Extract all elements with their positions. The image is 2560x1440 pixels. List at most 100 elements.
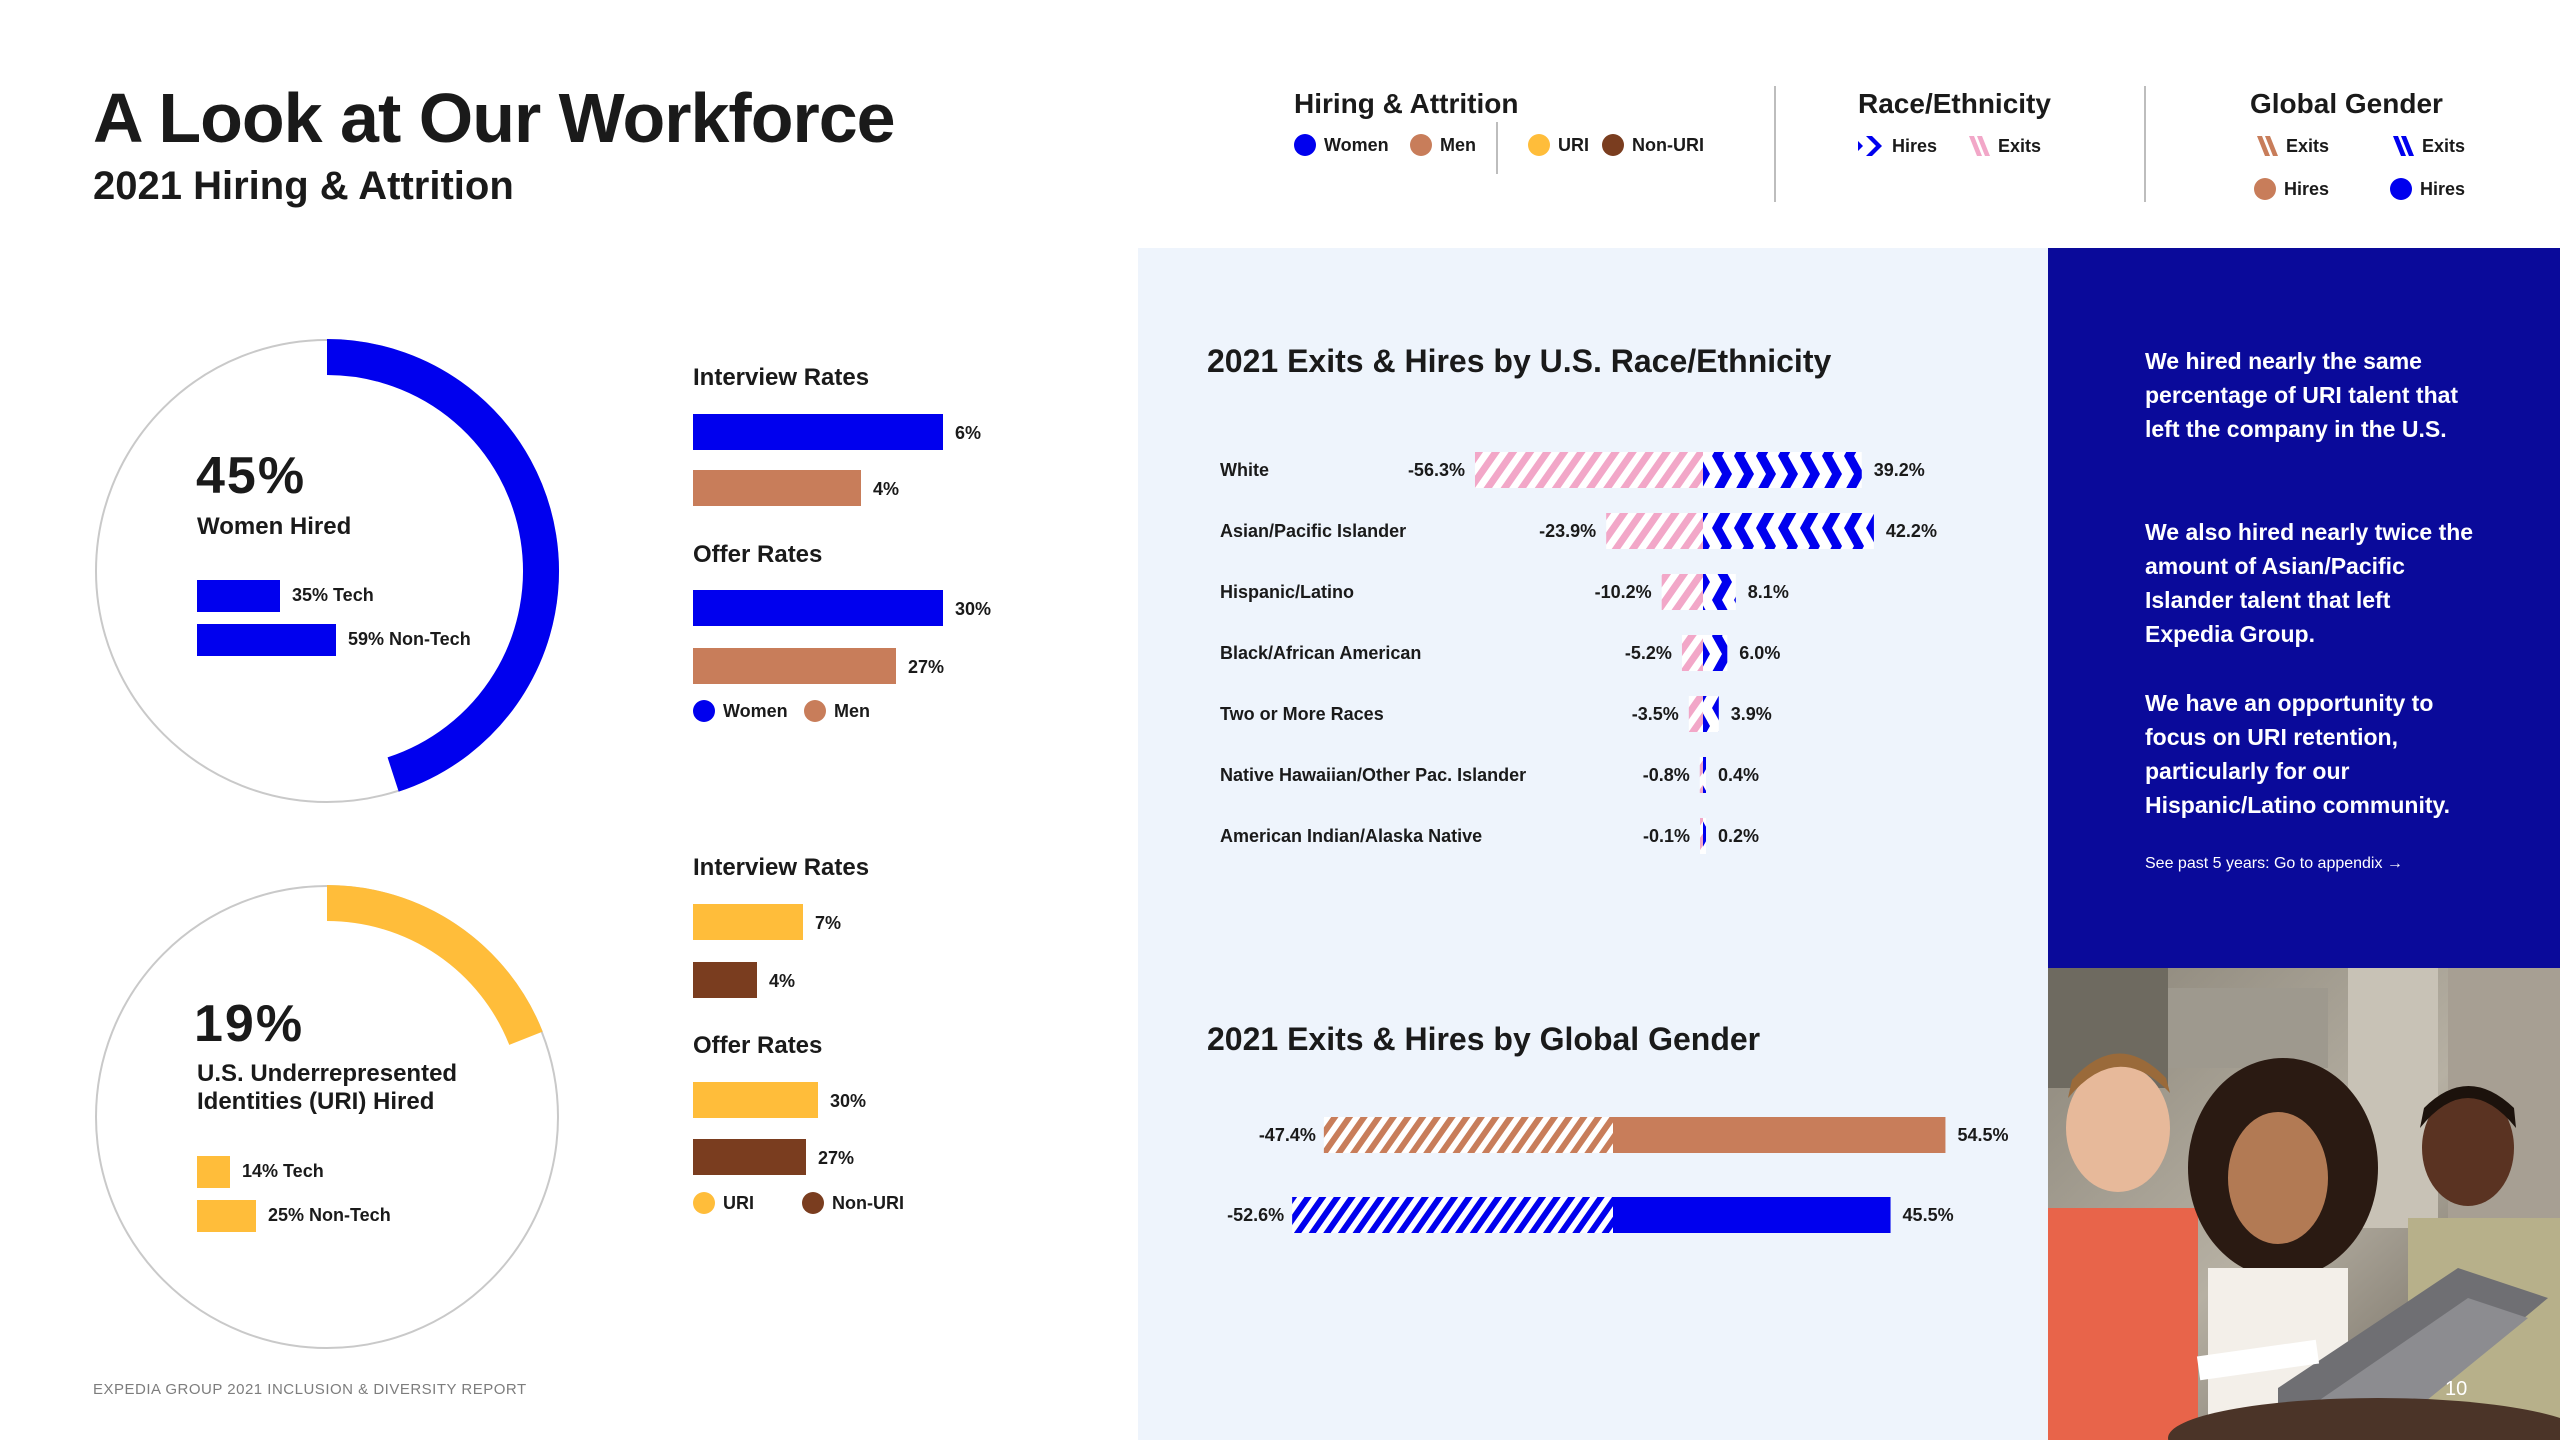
page-title: A Look at Our Workforce [93, 79, 896, 157]
women-hired-percent: 45% [196, 447, 307, 505]
race-exits-bar [1474, 452, 1703, 488]
race-hires-value: 6.0% [1739, 643, 1780, 663]
women-donut-chart [95, 339, 559, 803]
legend-nonuri-label: Non-URI [1632, 134, 1704, 155]
legend-uri: URI [1528, 134, 1589, 156]
appendix-link[interactable]: See past 5 years: Go to appendix → [2145, 855, 2403, 872]
rates-legend-women-label: Women [723, 700, 788, 721]
legend-divider [1496, 122, 1498, 174]
legend-women-label: Women [1324, 134, 1389, 155]
uri-interview-value: 7% [815, 913, 842, 933]
rates-legend-nonuri: Non-URI [802, 1192, 904, 1214]
uri-offer-bar [693, 1082, 818, 1118]
race-hires-value: 0.4% [1718, 765, 1759, 785]
legend-race-exits-label: Exits [1998, 135, 2042, 156]
rates-legend-nonuri-label: Non-URI [832, 1192, 904, 1213]
race-hires-value: 0.2% [1718, 826, 1759, 846]
rates-legend-uri: URI [693, 1192, 754, 1214]
rates-legend-men: Men [804, 700, 870, 722]
charts-panel [1138, 248, 2048, 1440]
women-tech-label: 35% Tech [292, 585, 374, 605]
uri-offer-value: 30% [830, 1091, 867, 1111]
women-offer-value: 30% [955, 599, 992, 619]
page-number: 10 [2445, 1378, 2468, 1400]
race-chart-title: 2021 Exits & Hires by U.S. Race/Ethnicit… [1207, 343, 1832, 379]
brown-stripe-icon [2257, 136, 2278, 156]
team-photo [2048, 968, 2560, 1440]
race-hires-value: 3.9% [1731, 704, 1772, 724]
legend-race-hires: Hires [1856, 134, 1937, 158]
race-category-label: Asian/Pacific Islander [1220, 521, 1406, 541]
race-category-label: American Indian/Alaska Native [1220, 826, 1482, 846]
race-hires-bar [1703, 513, 1874, 549]
uri-interview-bar [693, 904, 803, 940]
callout-panel [2048, 248, 2560, 968]
legend-gender-women-exits-label: Exits [2422, 135, 2466, 156]
rates-legend-uri-label: URI [723, 1192, 754, 1213]
uri-dot-icon [693, 1192, 715, 1214]
legend-race-hires-label: Hires [1892, 135, 1938, 156]
men-interview-value: 4% [873, 479, 900, 499]
gender-hires-bar [1613, 1117, 1946, 1153]
legend-gender-men-exits: Exits [2254, 134, 2329, 158]
race-category-label: White [1220, 460, 1269, 480]
legend-divider [2144, 86, 2146, 202]
gender-hires-value: 54.5% [1957, 1125, 2008, 1145]
men-dot-icon [804, 700, 826, 722]
rates-legend-men-label: Men [834, 700, 870, 721]
race-hires-value: 42.2% [1886, 521, 1937, 541]
legend-gender-women-hires-label: Hires [2420, 178, 2466, 199]
men-offer-bar [693, 648, 896, 684]
women-interview-bar [693, 414, 943, 450]
nonuri-interview-value: 4% [769, 971, 796, 991]
men-hires-dot-icon [2254, 178, 2276, 200]
uri-offer-title: Offer Rates [693, 1032, 823, 1059]
callout-paragraph-1: We hired nearly the same percentage of U… [2145, 348, 2459, 442]
race-hires-bar [1703, 696, 1719, 732]
gender-chart: -47.4% 54.5% -52.6% 45.5% [1227, 1117, 2008, 1233]
legend-gender-women-hires: Hires [2390, 178, 2465, 200]
uri-hired-percent: 19% [194, 995, 305, 1053]
uri-hired-label-1: U.S. Underrepresented [197, 1060, 458, 1087]
uri-donut-chart [95, 885, 559, 1349]
legend-women: Women [1294, 134, 1389, 156]
legend-divider [1774, 86, 1776, 202]
uri-nontech-bar [197, 1200, 256, 1232]
rates-legend-women: Women [693, 700, 788, 722]
race-hires-bar [1703, 757, 1706, 793]
uri-tech-label: 14% Tech [242, 1161, 324, 1181]
race-chart: White -56.3% 39.2% Asian/Pacific Islander -2… [1220, 452, 1937, 854]
race-exits-bar [1699, 757, 1703, 793]
legend-gender-title: Global Gender [2250, 88, 2443, 119]
women-hired-label: Women Hired [197, 513, 352, 540]
race-exits-value: -10.2% [1595, 582, 1652, 602]
race-hires-bar [1703, 574, 1736, 610]
legend-race-title: Race/Ethnicity [1858, 88, 2051, 119]
legend-hiring-title: Hiring & Attrition [1294, 88, 1519, 119]
legend-gender-men-hires: Hires [2254, 178, 2329, 200]
women-donut-arc [326, 339, 559, 792]
callout-paragraph-3: We have an opportunity to focus on URI r… [2145, 690, 2450, 818]
race-category-label: Native Hawaiian/Other Pac. Islander [1220, 765, 1526, 785]
women-offer-title: Offer Rates [693, 541, 823, 568]
men-interview-bar [693, 470, 861, 506]
legend-men: Men [1410, 134, 1476, 156]
race-exits-value: -5.2% [1625, 643, 1672, 663]
gender-hires-value: 45.5% [1903, 1205, 1954, 1225]
team-photo-illustration [2048, 968, 2560, 1440]
nonuri-offer-value: 27% [818, 1148, 855, 1168]
gender-hires-bar [1613, 1197, 1891, 1233]
gender-exits-bar [1292, 1197, 1613, 1233]
women-tech-bar [197, 580, 280, 612]
men-dot-icon [1410, 134, 1432, 156]
women-nontech-bar [197, 624, 336, 656]
pink-stripe-icon [1969, 136, 1990, 156]
gender-exits-value: -52.6% [1227, 1205, 1284, 1225]
women-interview-value: 6% [955, 423, 982, 443]
race-hires-bar [1703, 635, 1728, 671]
women-hires-dot-icon [2390, 178, 2412, 200]
women-dot-icon [693, 700, 715, 722]
legend-men-label: Men [1440, 134, 1476, 155]
race-exits-bar [1700, 818, 1703, 854]
gender-exits-bar [1323, 1117, 1613, 1153]
